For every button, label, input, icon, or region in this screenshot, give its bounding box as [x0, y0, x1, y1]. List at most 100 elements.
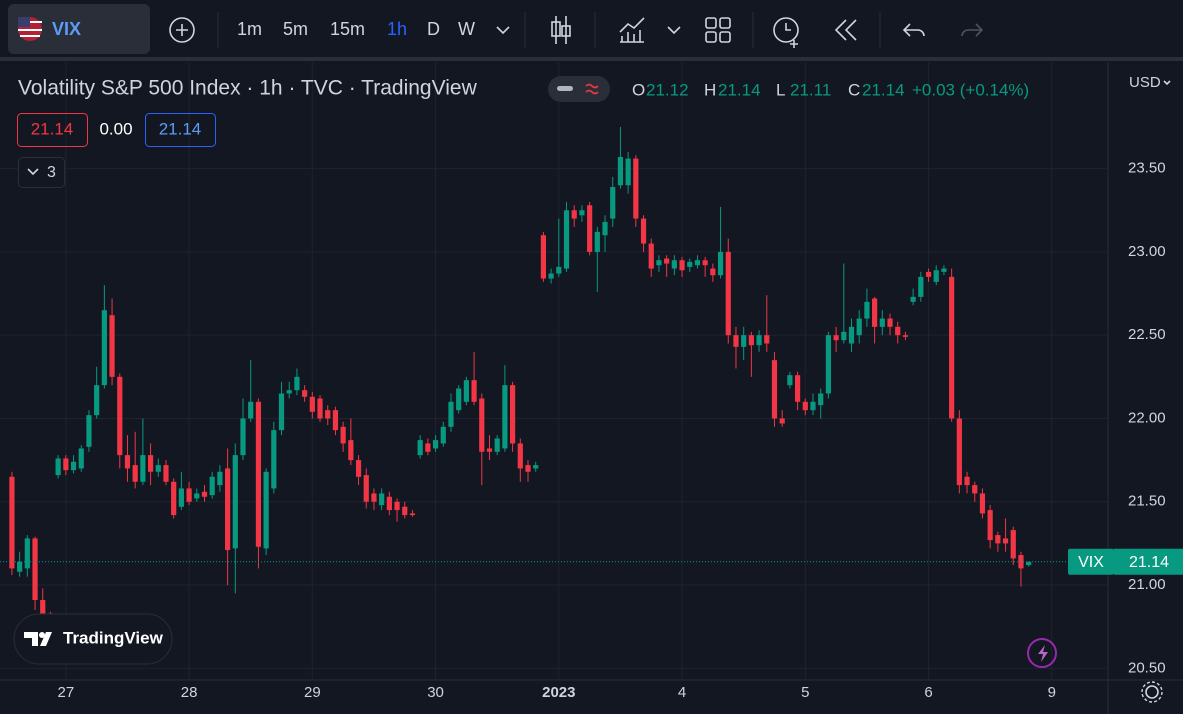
- indicators-dropdown[interactable]: [667, 26, 681, 35]
- layout-icon: [719, 31, 731, 43]
- watermark-logo-dot: [39, 632, 45, 638]
- y-tick-label: 22.50: [1128, 326, 1166, 343]
- overlay: Volatility S&P 500 Index · 1h · TVC · Tr…: [13, 74, 1171, 703]
- candle-body: [810, 401, 816, 411]
- indicator-value: 0.00: [99, 119, 132, 138]
- replay-icon[interactable]: [834, 19, 857, 41]
- candle-body: [864, 301, 870, 319]
- x-tick-label: 29: [304, 684, 321, 701]
- interval[interactable]: 15m: [330, 19, 365, 39]
- candle-body: [517, 443, 523, 469]
- candle-body: [579, 210, 585, 216]
- candle-body: [640, 218, 647, 244]
- settings-icon[interactable]: [1145, 685, 1159, 699]
- candle-body: [833, 335, 839, 341]
- add-symbol-icon[interactable]: [169, 17, 195, 43]
- candle-body: [332, 410, 339, 431]
- layout-icon: [719, 17, 731, 29]
- candle-body: [679, 260, 685, 271]
- indicators-toggle[interactable]: [18, 157, 65, 188]
- candle-body: [325, 410, 331, 419]
- candle-body: [925, 271, 932, 277]
- ohlc-value: 21.11: [790, 80, 831, 99]
- candle-body: [171, 481, 177, 516]
- candle-body: [540, 235, 547, 279]
- watermark: TradingView: [63, 628, 164, 647]
- symbol[interactable]: VIX: [52, 19, 81, 39]
- candles-icon[interactable]: [555, 16, 567, 44]
- candle-body: [194, 493, 200, 499]
- interval[interactable]: W: [458, 19, 475, 39]
- layout-icon: [705, 31, 717, 43]
- intervals-dropdown[interactable]: [496, 26, 510, 35]
- candle-body: [787, 375, 793, 386]
- candle-body: [956, 418, 962, 486]
- alert-icon[interactable]: [773, 17, 799, 43]
- flash-button[interactable]: [1027, 638, 1057, 668]
- status-dot: [557, 86, 573, 91]
- symbol-button[interactable]: [8, 4, 150, 54]
- price-label-value: 21.14: [1129, 554, 1169, 571]
- candle-body: [741, 335, 747, 347]
- ohlc-value: 21.12: [646, 80, 689, 99]
- candle-body: [617, 156, 624, 186]
- candle-body: [941, 268, 947, 272]
- watermark-logo: [24, 632, 52, 646]
- y-tick-label: 23.50: [1128, 160, 1166, 177]
- ohlc-value: 21.14: [862, 80, 905, 99]
- redo-icon[interactable]: [961, 23, 984, 37]
- candle-body: [240, 418, 246, 456]
- candle-body: [440, 426, 446, 444]
- candle-body: [625, 158, 631, 186]
- candle-body: [340, 426, 346, 444]
- candle-body: [964, 476, 970, 486]
- candle-body: [394, 501, 400, 511]
- x-tick-label: 4: [678, 684, 686, 701]
- candle-body: [456, 388, 462, 411]
- x-tick-label: 27: [58, 684, 75, 701]
- candle-body: [687, 261, 693, 267]
- ohlc-change: +0.03 (+0.14%): [912, 80, 1029, 99]
- candle-body: [471, 380, 477, 402]
- candle-body: [94, 385, 100, 416]
- candle-body: [271, 430, 277, 489]
- indicators-icon[interactable]: [619, 17, 645, 43]
- interval[interactable]: 5m: [283, 19, 308, 39]
- candle-body: [995, 535, 1001, 544]
- candle-body: [525, 465, 531, 472]
- candle-body: [825, 335, 831, 394]
- candle-body: [486, 448, 493, 452]
- layout-icon[interactable]: [705, 17, 717, 29]
- candle-body: [779, 418, 785, 424]
- candle-body: [425, 443, 431, 452]
- y-tick-label: 23.00: [1128, 243, 1166, 260]
- candle-body: [117, 376, 123, 456]
- candle-body: [972, 485, 978, 494]
- candle-body: [610, 186, 616, 219]
- candle-body: [602, 221, 608, 236]
- currency-dropdown[interactable]: [1163, 80, 1171, 86]
- candle-body: [671, 260, 677, 269]
- candle-body: [841, 331, 847, 341]
- interval[interactable]: 1m: [237, 19, 262, 39]
- x-tick-label: 2023: [542, 684, 575, 701]
- candle-body: [702, 260, 708, 266]
- x-tick-label: 28: [181, 684, 198, 701]
- candle-body: [286, 390, 292, 394]
- x-tick-label: 9: [1048, 684, 1056, 701]
- status-pill[interactable]: [548, 76, 610, 102]
- watermark-box[interactable]: [13, 613, 173, 665]
- candle-body: [348, 440, 354, 461]
- interval[interactable]: D: [427, 19, 440, 39]
- candle-body: [255, 401, 262, 547]
- currency[interactable]: USD: [1129, 74, 1161, 91]
- candle-body: [402, 506, 408, 516]
- candle-body: [509, 385, 516, 444]
- x-tick-label: 6: [924, 684, 932, 701]
- undo-icon[interactable]: [902, 23, 925, 37]
- interval-active[interactable]: 1h: [387, 19, 407, 39]
- candle-body: [417, 440, 423, 456]
- candle-body: [872, 298, 878, 327]
- candle-body: [371, 493, 377, 502]
